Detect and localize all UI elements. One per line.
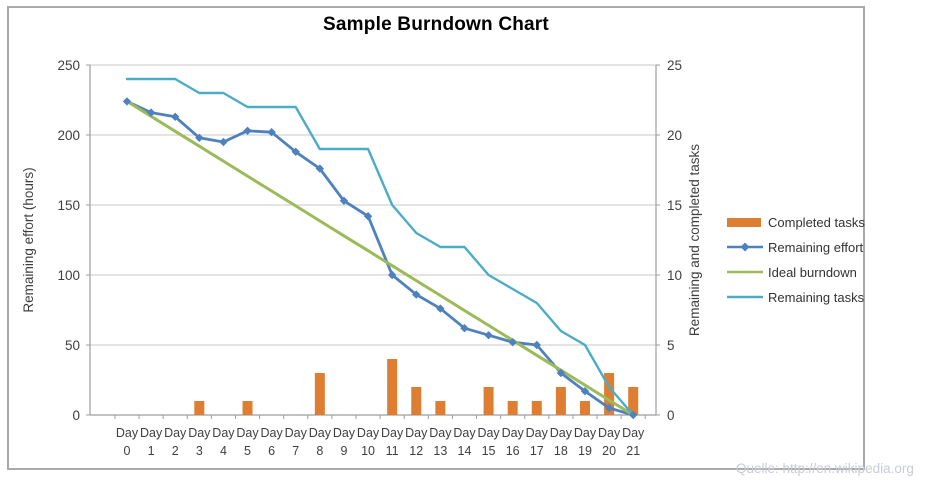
bar-day-16 bbox=[507, 401, 518, 415]
right-tick-label: 10 bbox=[667, 268, 682, 283]
marker-day-3 bbox=[195, 133, 204, 142]
legend-item-completed-tasks: Completed tasks bbox=[727, 213, 865, 231]
marker-day-14 bbox=[460, 324, 469, 333]
bar-day-18 bbox=[555, 387, 566, 415]
legend-label: Remaining effort bbox=[768, 239, 864, 255]
marker-day-18 bbox=[556, 368, 566, 378]
left-tick-label: 0 bbox=[72, 408, 80, 423]
bar-day-5 bbox=[242, 401, 253, 415]
marker-day-8 bbox=[315, 164, 325, 173]
x-axis-label: Day 12 bbox=[405, 426, 428, 458]
x-axis-label: Day 15 bbox=[477, 426, 500, 458]
source-watermark: Quelle: http://en.wikipedia.org bbox=[736, 461, 914, 476]
bar-day-8 bbox=[314, 373, 325, 415]
left-tick-label: 100 bbox=[57, 268, 80, 283]
marker-day-20 bbox=[604, 403, 614, 413]
x-axis-label: Day 9 bbox=[333, 426, 356, 458]
legend-label: Ideal burndown bbox=[768, 264, 857, 280]
legend-swatch-line bbox=[727, 295, 763, 299]
bar-day-11 bbox=[387, 359, 398, 415]
axes bbox=[86, 64, 660, 419]
x-axis-label: Day 8 bbox=[309, 426, 332, 458]
bar-day-17 bbox=[531, 401, 542, 415]
marker-day-0 bbox=[122, 97, 132, 106]
legend: Completed tasks Remaining effort Ideal bur… bbox=[727, 213, 865, 306]
x-axis-label: Day 17 bbox=[526, 426, 549, 458]
x-axis-label: Day 20 bbox=[598, 426, 621, 458]
right-tick-label: 25 bbox=[667, 58, 682, 73]
x-axis-label: Day 10 bbox=[357, 426, 380, 458]
marker-day-15 bbox=[484, 331, 493, 340]
series-remaining-tasks-line bbox=[125, 77, 635, 417]
bar-day-21 bbox=[628, 387, 639, 415]
x-axis-label: Day 16 bbox=[502, 426, 525, 458]
left-axis-title: Remaining effort (hours) bbox=[21, 167, 36, 312]
marker-day-12 bbox=[412, 290, 421, 299]
x-axis-label: Day 21 bbox=[622, 426, 645, 458]
bar-day-13 bbox=[435, 401, 446, 415]
x-axis-label: Day 7 bbox=[285, 426, 308, 458]
legend-item-remaining-effort: Remaining effort bbox=[727, 238, 865, 256]
right-tick-label: 15 bbox=[667, 198, 682, 213]
x-axis-label: Day 18 bbox=[550, 426, 573, 458]
legend-label: Completed tasks bbox=[768, 214, 865, 230]
series-remaining-effort-line bbox=[125, 100, 635, 417]
marker-day-1 bbox=[146, 108, 156, 117]
legend-swatch-line bbox=[727, 242, 763, 252]
x-axis-label: Day 2 bbox=[164, 426, 187, 458]
x-axis-label: Day 6 bbox=[261, 426, 284, 458]
chart-title: Sample Burndown Chart bbox=[323, 14, 549, 35]
x-axis-label: Day 19 bbox=[574, 426, 597, 458]
bar-day-20 bbox=[604, 373, 615, 415]
marker-day-6 bbox=[267, 128, 276, 137]
right-tick-label: 0 bbox=[667, 408, 675, 423]
marker-day-10 bbox=[363, 212, 373, 221]
bar-day-19 bbox=[579, 401, 590, 415]
bar-day-15 bbox=[483, 387, 494, 415]
right-tick-label: 5 bbox=[667, 338, 675, 353]
marker-day-19 bbox=[580, 387, 590, 396]
marker-day-11 bbox=[387, 270, 397, 280]
marker-day-21 bbox=[629, 410, 638, 420]
left-tick-label: 150 bbox=[57, 198, 80, 213]
x-axis-label: Day 1 bbox=[140, 426, 163, 458]
left-tick-label: 50 bbox=[65, 338, 80, 353]
marker-day-17 bbox=[532, 340, 541, 350]
x-axis-label: Day 3 bbox=[188, 426, 211, 458]
x-axis-label: Day 11 bbox=[381, 426, 404, 458]
left-tick-label: 250 bbox=[57, 58, 80, 73]
x-axis-label: Day 14 bbox=[453, 426, 476, 458]
chart-border bbox=[7, 6, 865, 470]
x-axis-label: Day 5 bbox=[236, 426, 259, 458]
x-axis-label: Day 4 bbox=[212, 426, 235, 458]
bar-day-3 bbox=[194, 401, 205, 415]
marker-day-16 bbox=[508, 338, 517, 347]
right-tick-label: 20 bbox=[667, 128, 682, 143]
marker-day-7 bbox=[291, 147, 300, 156]
remaining-effort-markers bbox=[122, 97, 638, 420]
marker-day-2 bbox=[171, 112, 180, 121]
x-axis-label: Day 13 bbox=[429, 426, 452, 458]
marker-day-9 bbox=[339, 196, 349, 205]
series-ideal-burndown-line bbox=[125, 99, 635, 417]
left-tick-label: 200 bbox=[57, 128, 80, 143]
gridlines bbox=[90, 64, 656, 346]
series-completed-tasks bbox=[194, 359, 639, 415]
marker-day-5 bbox=[243, 126, 252, 135]
x-axis-label: Day 0 bbox=[116, 426, 139, 458]
legend-label: Remaining tasks bbox=[768, 289, 865, 305]
legend-swatch-line bbox=[727, 270, 763, 274]
right-axis-title: Remaining and completed tasks bbox=[687, 144, 702, 336]
legend-swatch-bar bbox=[727, 218, 761, 227]
legend-item-ideal-burndown: Ideal burndown bbox=[727, 263, 865, 281]
legend-item-remaining-tasks: Remaining tasks bbox=[727, 288, 865, 306]
marker-day-13 bbox=[436, 304, 445, 313]
marker-day-4 bbox=[219, 137, 228, 147]
bar-day-12 bbox=[411, 387, 422, 415]
